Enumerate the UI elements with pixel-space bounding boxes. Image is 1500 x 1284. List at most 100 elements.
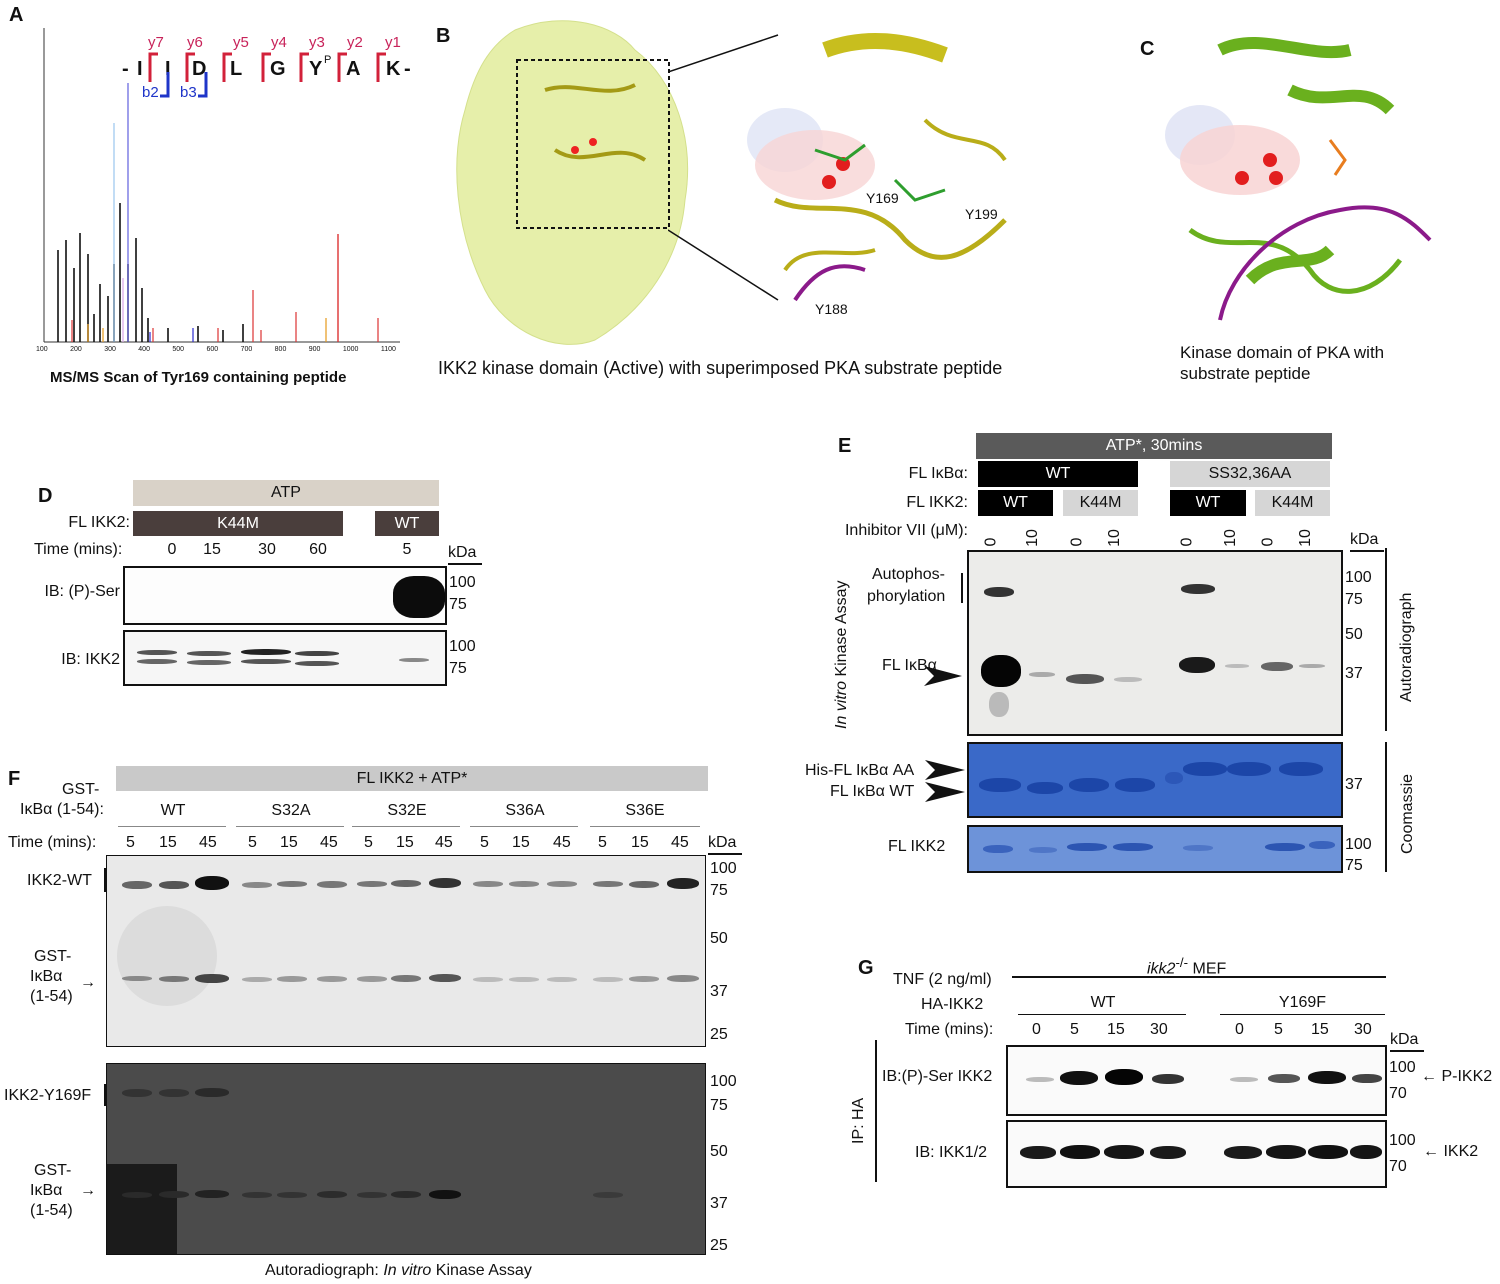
- band: [981, 655, 1021, 687]
- blot-label-pser: IB: (P)-Ser: [44, 583, 120, 600]
- kda-underline: [708, 853, 742, 855]
- band: [357, 976, 387, 982]
- residue: D: [192, 58, 207, 80]
- group-underline: [352, 826, 460, 827]
- marker: 100: [449, 638, 476, 655]
- band: [509, 977, 539, 982]
- band: [593, 881, 623, 887]
- band: [984, 587, 1014, 597]
- band: [1181, 584, 1215, 594]
- ms-tick: 200: [70, 346, 82, 353]
- group-label: S32E: [387, 802, 427, 819]
- gel-protein-label: IKK2-Y169F: [4, 1087, 92, 1104]
- marker: 50: [710, 1143, 728, 1160]
- coomassie-bracket: [1385, 742, 1387, 872]
- band: [1309, 841, 1335, 849]
- caption-rest: Kinase Assay: [431, 1262, 532, 1279]
- blot-ikk2: [123, 630, 447, 686]
- ikba-wt-bar: WT: [978, 461, 1138, 487]
- coomassie-ikk2-gel: [967, 825, 1343, 873]
- g-time-row: 0 5 15 30 0 5 15 30: [1030, 1021, 1390, 1041]
- band: [1152, 1074, 1184, 1084]
- band: [242, 1192, 272, 1198]
- caption-italic: In vitro: [383, 1262, 432, 1279]
- ms-tick: 600: [206, 346, 219, 353]
- time-value: 15: [631, 834, 649, 851]
- band: [277, 881, 307, 887]
- band: [399, 658, 429, 662]
- band: [473, 881, 503, 887]
- time-label: Time (mins):: [8, 834, 97, 851]
- group-underline: [470, 826, 578, 827]
- marker: 37: [1345, 776, 1363, 793]
- group-label: Y169F: [1278, 994, 1327, 1011]
- band: [429, 878, 461, 888]
- ha-label: HA-IKK2: [921, 996, 984, 1013]
- blot-ikk12: [1006, 1120, 1387, 1188]
- group-label: S36E: [625, 802, 665, 819]
- band: [1225, 664, 1249, 668]
- marker: 25: [710, 1237, 728, 1254]
- group-label: WT: [1090, 994, 1116, 1011]
- band: [357, 1192, 387, 1198]
- y-ion: y4: [271, 34, 287, 51]
- kda-label: kDa: [448, 544, 477, 561]
- time-value: 15: [1107, 1021, 1125, 1038]
- band: [1020, 1146, 1056, 1159]
- ms-x-ticks: 100 200 300 400 500 600 700 800 900 1000…: [36, 346, 396, 353]
- time-value: 30: [258, 541, 276, 558]
- marker: 100: [449, 574, 476, 591]
- band: [277, 976, 307, 982]
- time-value: 5: [1274, 1021, 1283, 1038]
- band: [1060, 1145, 1100, 1159]
- panel-a-caption: MS/MS Scan of Tyr169 containing peptide: [50, 369, 347, 386]
- time-value: 45: [320, 834, 338, 851]
- arrow-icon: →: [80, 1182, 96, 1199]
- band: [1165, 772, 1183, 784]
- band: [1224, 1146, 1262, 1159]
- band: [667, 975, 699, 982]
- band: [195, 876, 229, 890]
- fl-ikba-label: FL IκBα:: [908, 465, 968, 482]
- band: [1066, 674, 1104, 684]
- time-value: 0: [1032, 1021, 1041, 1038]
- gst-label-2: IκBα (1-54):: [20, 801, 104, 818]
- blot-label-pser: IB:(P)-Ser IKK2: [882, 1068, 993, 1085]
- marker: 75: [449, 660, 467, 677]
- band: [1060, 1071, 1098, 1085]
- ms-spectrum: [43, 28, 400, 343]
- band: [1261, 662, 1293, 671]
- f-time-row: 5 15 45 5 15 45 5 15 45 5 15 45 5 15 45: [112, 834, 712, 854]
- band: [122, 1089, 152, 1097]
- band: [137, 659, 177, 664]
- inhibitor-value: 10: [1296, 529, 1314, 547]
- band: [317, 976, 347, 982]
- ms-tick: 100: [36, 346, 48, 353]
- y-ion: y5: [233, 34, 249, 51]
- fl-ikk2-label: FL IKK2:: [68, 514, 130, 531]
- b-ion: b3: [180, 84, 197, 101]
- time-value: 5: [364, 834, 373, 851]
- ikk2-bar: K44M: [1063, 490, 1138, 516]
- kda-label: kDa: [1390, 1031, 1419, 1048]
- autoradiograph-gel-y169f: [106, 1063, 706, 1255]
- gst-label: GST-: [34, 948, 72, 965]
- ikk2-bar: WT: [978, 490, 1053, 516]
- protein-bracket: [104, 868, 106, 892]
- group-underline: [236, 826, 344, 827]
- time-value: 15: [203, 541, 221, 558]
- band: [1104, 1145, 1144, 1159]
- band: [122, 881, 152, 889]
- fl-ikk2-label: FL IKK2: [888, 838, 946, 855]
- panel-f-label: F: [8, 768, 21, 790]
- panel-a-label: A: [9, 4, 24, 26]
- band: [1113, 843, 1153, 851]
- band: [391, 880, 421, 887]
- group-label: WT: [160, 802, 186, 819]
- band: [1230, 1077, 1258, 1082]
- inhibitor-value: 10: [1023, 529, 1041, 547]
- band: [137, 650, 177, 655]
- y-ion: y3: [309, 34, 325, 51]
- inhibitor-value: 0: [982, 537, 1000, 547]
- marker: 100: [710, 860, 737, 877]
